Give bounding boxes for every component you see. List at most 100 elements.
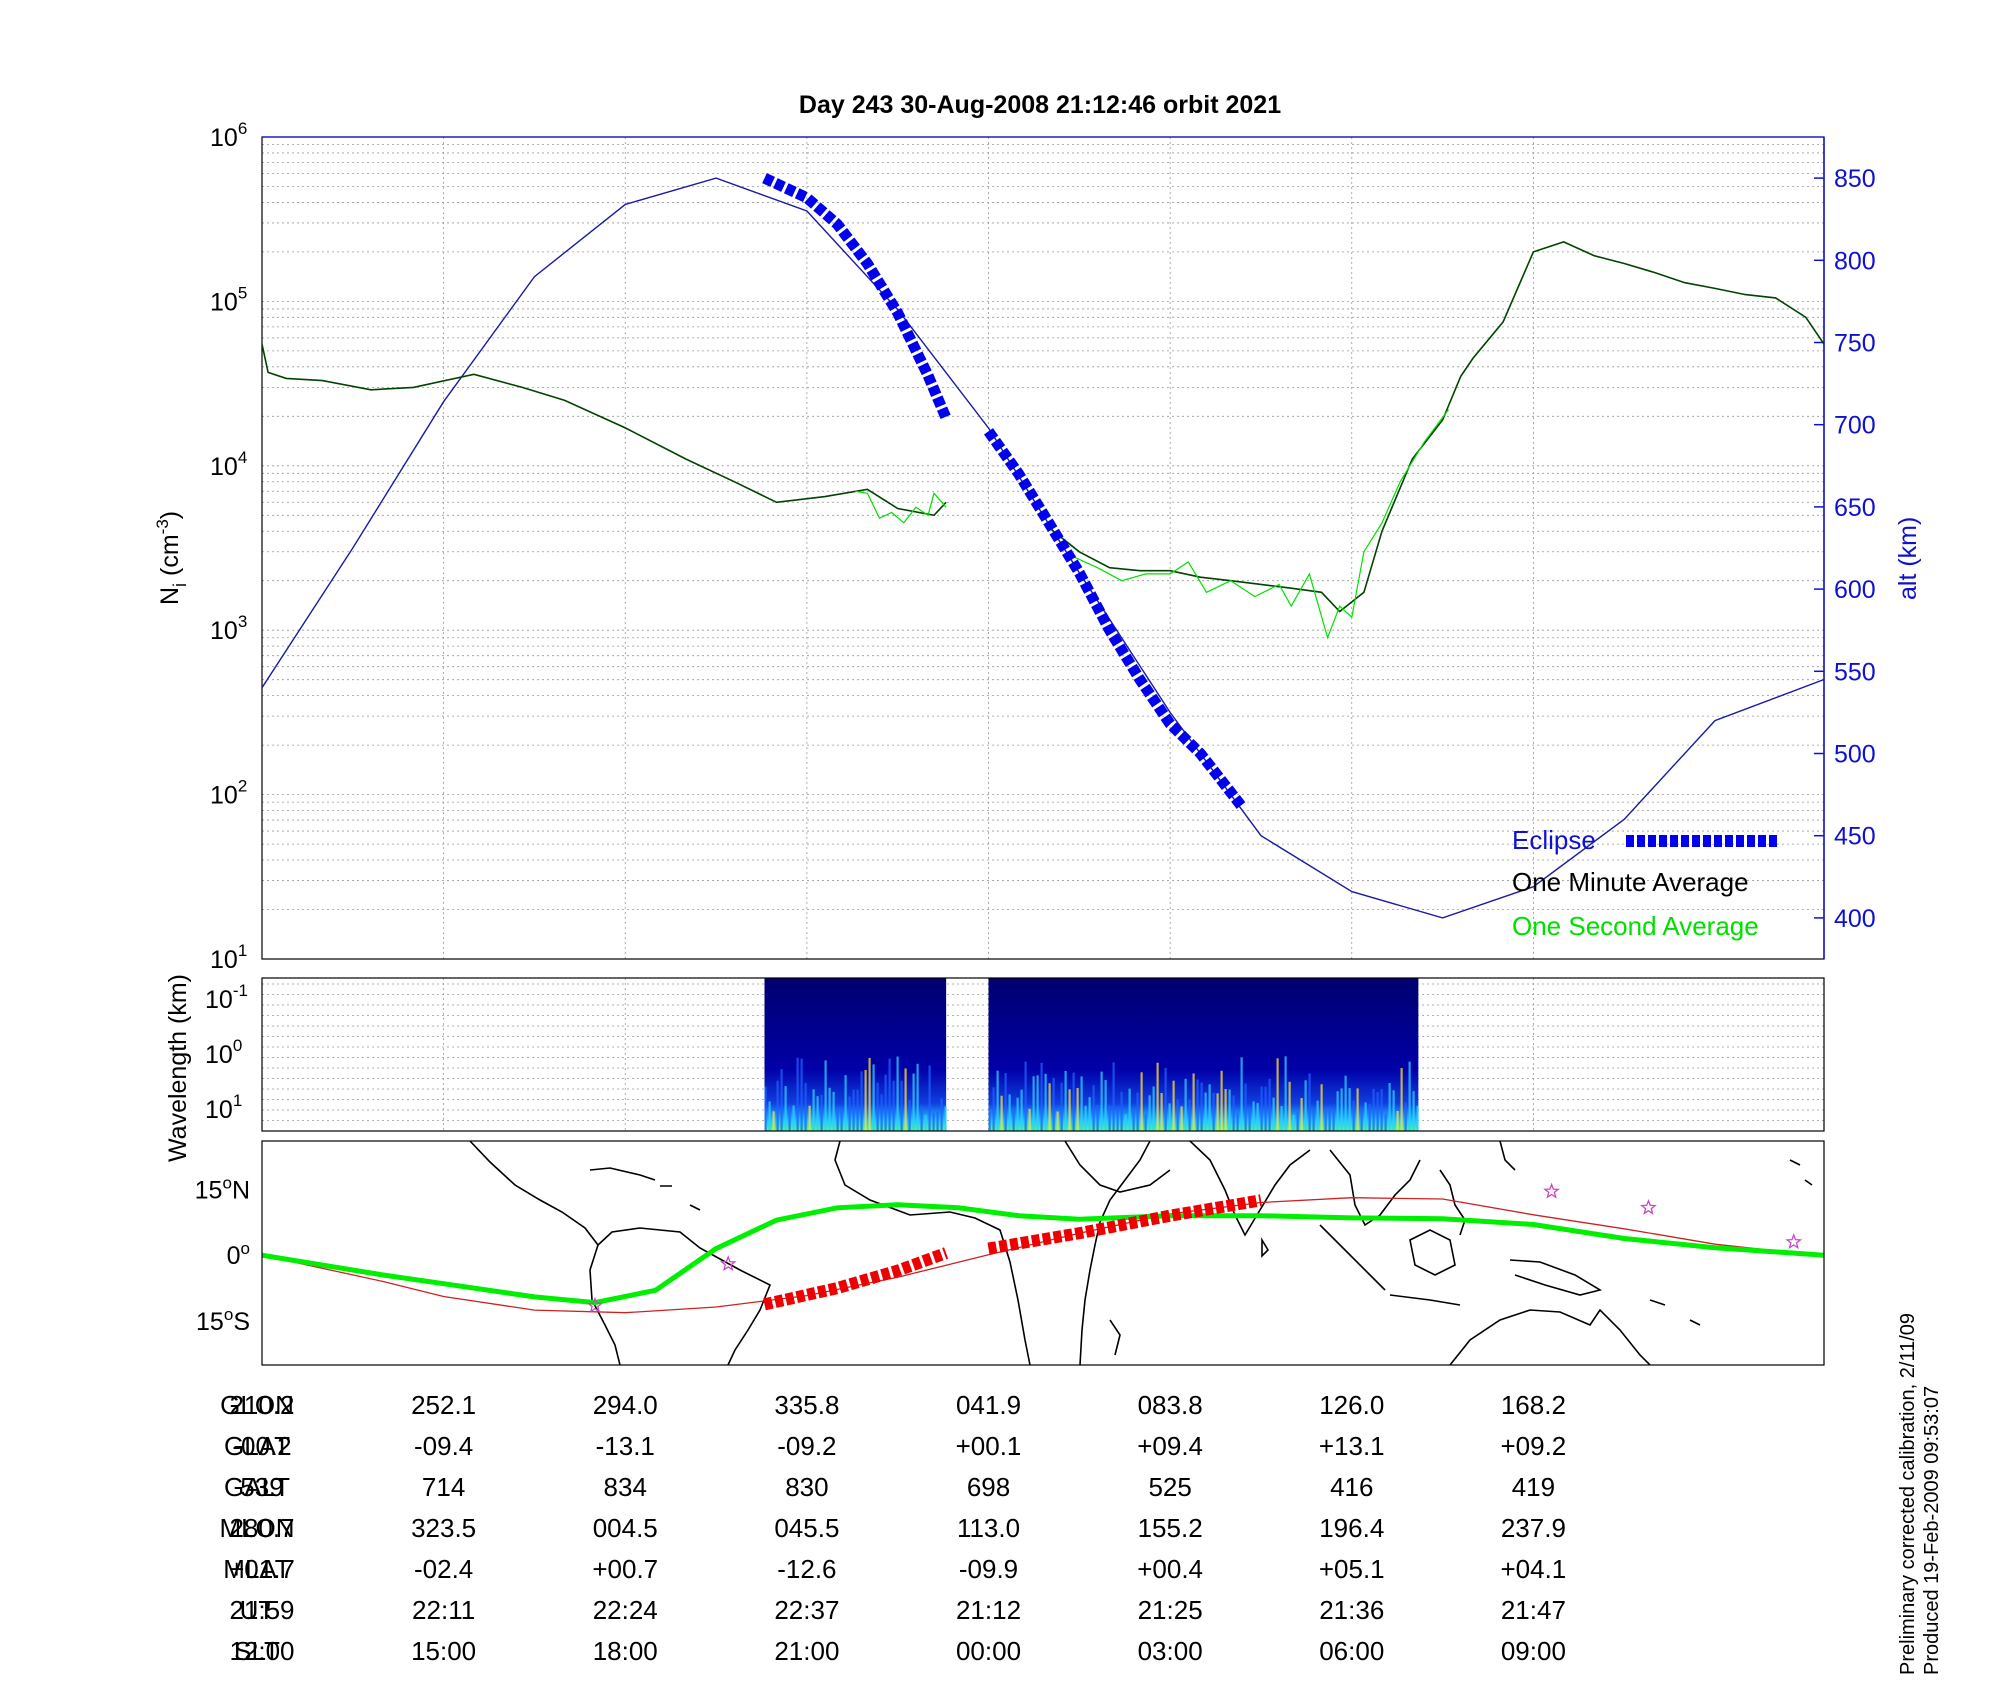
spectrogram-streak — [1000, 1095, 1003, 1131]
spectrogram-streak — [1092, 1085, 1095, 1131]
spectrogram-streak — [884, 1074, 887, 1131]
coast-australia — [1449, 1308, 1651, 1365]
spectrogram-streak — [828, 1087, 831, 1131]
spectrogram-streak — [1232, 1095, 1235, 1131]
one-minute-line — [1048, 241, 1824, 613]
latitude-tick-label: 15oN — [195, 1173, 250, 1204]
table-cell: 294.0 — [593, 1390, 658, 1420]
table-cell: 18:00 — [593, 1636, 658, 1666]
spectrogram-streak — [1212, 1092, 1215, 1131]
spectrogram-streak — [1276, 1058, 1279, 1131]
table-cell: 155.2 — [1138, 1513, 1203, 1543]
spectrogram-streak — [928, 1065, 931, 1131]
spectrogram-streak — [1200, 1082, 1203, 1131]
spectrogram-block — [764, 978, 947, 1131]
spectrogram-streak — [788, 1106, 791, 1131]
spectrogram-streak — [1024, 1061, 1027, 1131]
spectrogram-streak — [808, 1105, 811, 1131]
spectrogram-streak — [1020, 1089, 1023, 1131]
spectrogram-streak — [1152, 1086, 1155, 1131]
latitude-tick-label: 15oS — [196, 1305, 250, 1336]
spectrogram-streak — [1204, 1092, 1207, 1131]
spectrogram-streak — [1096, 1104, 1099, 1131]
coastline-outlines — [469, 1141, 1813, 1365]
star-marker — [719, 1255, 737, 1272]
table-cell: -00.2 — [232, 1431, 291, 1461]
table-cell: 237.9 — [1501, 1513, 1566, 1543]
spectrogram-streak — [940, 1098, 943, 1131]
coast-indochina — [1329, 1149, 1421, 1227]
table-cell: 168.2 — [1501, 1390, 1566, 1420]
spectrogram-streak — [1272, 1097, 1275, 1131]
coast-pacific-islands — [1789, 1159, 1813, 1186]
spectrogram-streak — [832, 1091, 835, 1131]
spectrogram-streak — [1180, 1106, 1183, 1131]
spectrogram-streak — [1384, 1114, 1387, 1131]
spectrogram-streak — [1068, 1089, 1071, 1131]
table-cell: 525 — [1148, 1472, 1191, 1502]
spectrogram-streak — [872, 1064, 875, 1131]
table-cell: 041.9 — [956, 1390, 1021, 1420]
spectrogram-streak — [1228, 1089, 1231, 1131]
spectrogram-streak — [920, 1105, 923, 1131]
table-cell: 00:00 — [956, 1636, 1021, 1666]
coast-caribbean — [660, 1185, 701, 1211]
spectrogram-streak — [1224, 1089, 1227, 1131]
alt-axis-label: alt (km) — [1894, 517, 1922, 600]
spectrogram-streak — [868, 1057, 871, 1131]
spectrogram-streak — [1048, 1083, 1051, 1131]
spectrogram-streak — [764, 1086, 767, 1131]
table-cell: 12:00 — [229, 1636, 294, 1666]
spectrogram-streak — [1396, 1110, 1399, 1131]
spectrogram-streak — [1404, 1102, 1407, 1131]
spectrogram-streak — [772, 1111, 775, 1131]
ephemeris-table: GLON GLAT GALT MLON MLAT UT SLT 252.1 -09.4 714 32… — [219, 1390, 1566, 1666]
spectrogram-streak — [1352, 1100, 1355, 1131]
latitude-tick-degree: o — [241, 1239, 250, 1258]
ni-tick-exponent: 4 — [238, 448, 247, 467]
alt-tick-label: 850 — [1834, 165, 1876, 193]
spectrogram-streak — [1128, 1088, 1131, 1131]
legend-one-second: One Second Average — [1512, 911, 1759, 941]
spectrogram-streak — [988, 1110, 991, 1131]
spectrogram-streak — [1120, 1091, 1123, 1131]
coast-japan — [1499, 1141, 1516, 1171]
spectrogram-streak — [924, 1114, 927, 1131]
spectrogram-streak — [1136, 1092, 1139, 1131]
wavelength-tick-exponent: 1 — [233, 1091, 242, 1110]
spectrogram-streak — [1324, 1110, 1327, 1131]
spectrogram-streak — [1280, 1105, 1283, 1131]
spectrogram-streak — [780, 1069, 783, 1131]
table-cell: 830 — [785, 1472, 828, 1502]
spectrogram-streak — [1360, 1109, 1363, 1131]
spectrogram-streak — [888, 1058, 891, 1131]
latitude-tick-label: 0o — [227, 1239, 250, 1270]
spectrogram-streak — [1408, 1061, 1411, 1131]
spectrogram-streak — [1316, 1100, 1319, 1131]
spectrogram-streak — [1336, 1091, 1339, 1131]
ni-tick-label: 102 — [210, 777, 247, 810]
latitude-tick-hemisphere: N — [232, 1176, 250, 1204]
spectrogram-streak — [1164, 1067, 1167, 1131]
spectrogram-streak — [856, 1089, 859, 1131]
table-cell: +09.4 — [1137, 1431, 1203, 1461]
spectrogram-streak — [1376, 1092, 1379, 1131]
ni-tick-label: 101 — [210, 941, 247, 974]
spectrogram-streak — [1380, 1088, 1383, 1131]
coast-philippines — [1439, 1169, 1466, 1236]
table-cell: +00.7 — [592, 1554, 658, 1584]
wavelength-axis-label: Wavelength (km) — [164, 974, 192, 1162]
table-cell: 045.5 — [774, 1513, 839, 1543]
spectrogram-streak — [1144, 1114, 1147, 1131]
table-cell: -02.4 — [414, 1554, 473, 1584]
table-cell: 083.8 — [1138, 1390, 1203, 1420]
table-cell: 21:25 — [1138, 1595, 1203, 1625]
alt-tick-label: 650 — [1834, 494, 1876, 522]
spectrogram-streak — [796, 1057, 799, 1131]
ni-tick-exponent: 6 — [238, 119, 247, 138]
ni-tick-exponent: 2 — [238, 777, 247, 796]
spectrogram-streak — [1328, 1107, 1331, 1131]
table-cell: +05.1 — [1319, 1554, 1385, 1584]
eclipse-track-line — [987, 1194, 1263, 1255]
